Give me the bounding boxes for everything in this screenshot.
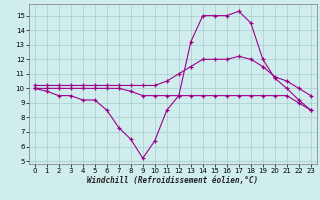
- X-axis label: Windchill (Refroidissement éolien,°C): Windchill (Refroidissement éolien,°C): [87, 176, 258, 185]
